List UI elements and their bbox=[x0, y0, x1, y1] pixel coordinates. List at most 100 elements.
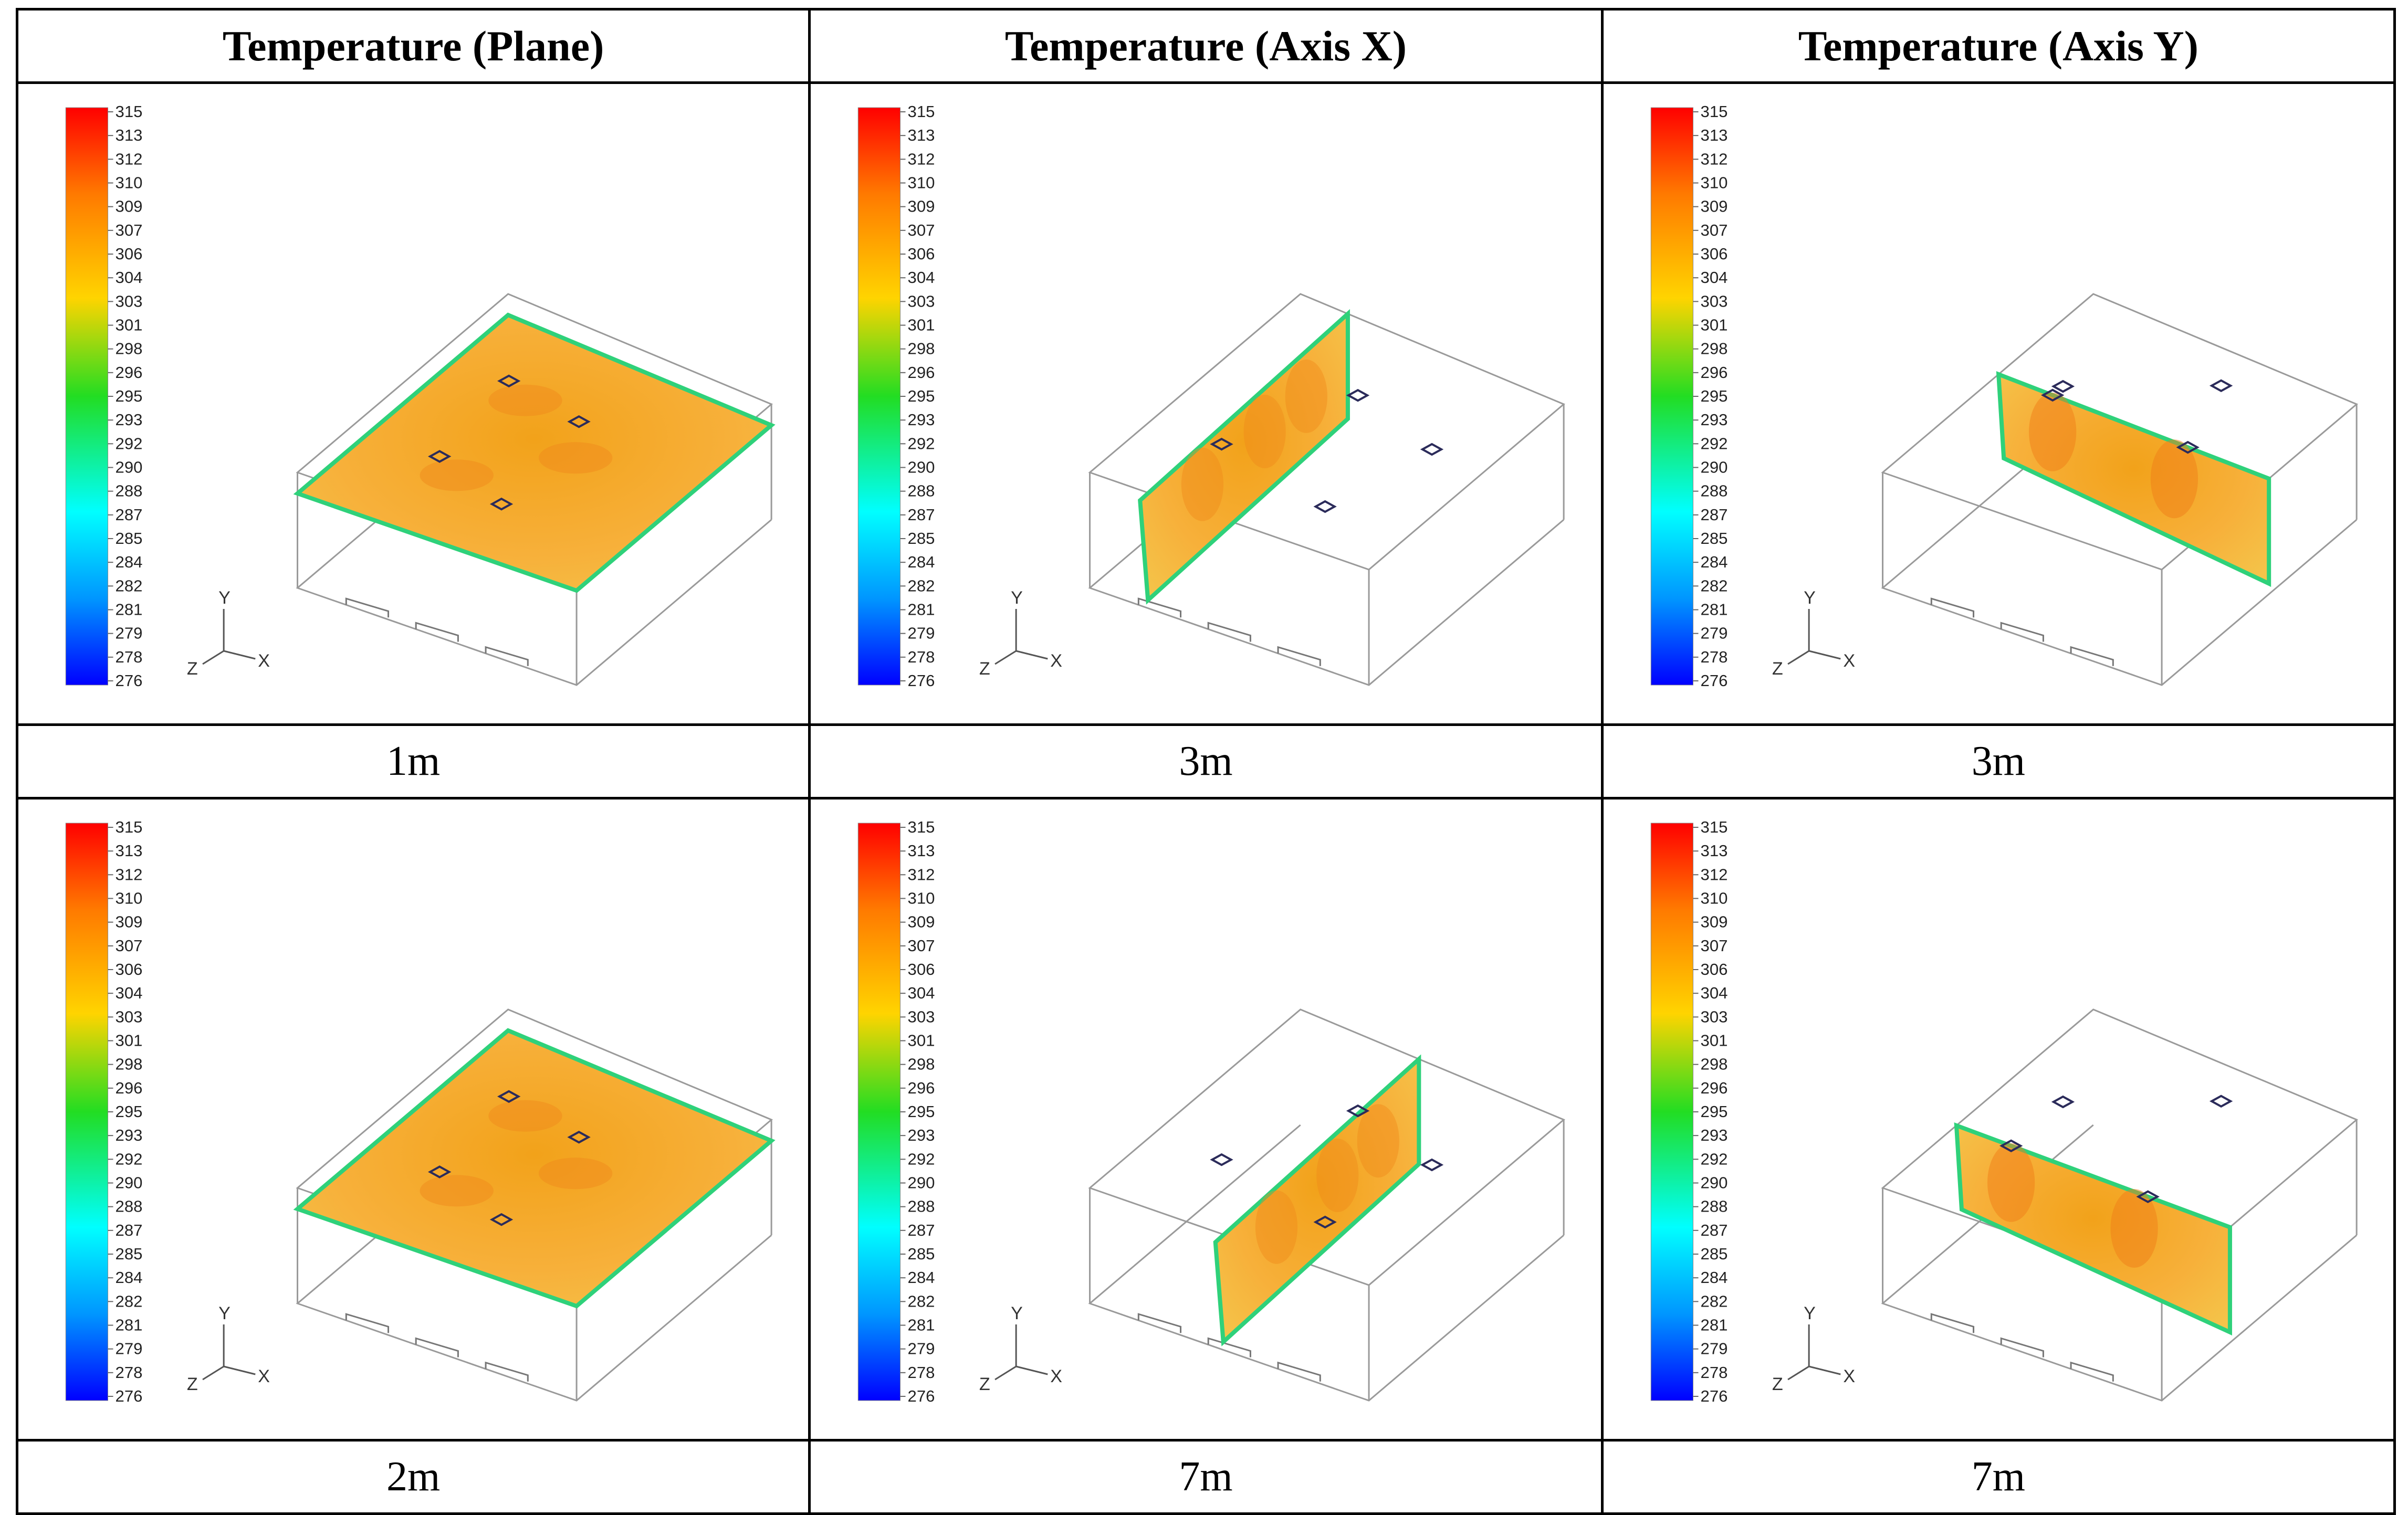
ceiling-vent bbox=[1210, 1153, 1234, 1166]
colorbar-tick-label: 295 bbox=[1700, 1102, 1728, 1121]
colorbar-tick-label: 312 bbox=[116, 150, 143, 168]
colorbar-tick-label: 276 bbox=[1700, 671, 1728, 690]
colorbar-tick-label: 312 bbox=[908, 150, 935, 168]
z-axis-label: Z bbox=[979, 1374, 990, 1394]
colorbar-tick-label: 309 bbox=[116, 197, 143, 216]
column-header-axis-y: Temperature (Axis Y) bbox=[1798, 22, 2198, 70]
colorbar-tick-label: 290 bbox=[1700, 458, 1728, 477]
colorbar-tick-label: 307 bbox=[1700, 937, 1728, 955]
caption-cell: 3m bbox=[808, 723, 1604, 799]
colorbar-tick-label: 298 bbox=[908, 340, 935, 358]
colorbar-tick-label: 295 bbox=[908, 1102, 935, 1121]
temperature-colorbar bbox=[65, 823, 108, 1401]
hot-spot bbox=[538, 442, 613, 474]
hot-spot bbox=[488, 1100, 562, 1132]
temperature-plot-plane-2m: 315 313 312 310 309 307 306 304 303 301 298 296 295 2… bbox=[65, 818, 776, 1405]
ceiling-vent bbox=[489, 1213, 514, 1226]
colorbar-tick-label: 288 bbox=[908, 1197, 935, 1216]
ceiling-vent bbox=[1420, 1158, 1444, 1172]
colorbar-tick-label: 301 bbox=[908, 316, 935, 334]
header-cell: Temperature (Plane) bbox=[15, 8, 811, 84]
colorbar-tick-label: 307 bbox=[908, 221, 935, 239]
colorbar-tick-label: 281 bbox=[1700, 601, 1728, 619]
caption-cell: 2m bbox=[15, 1439, 811, 1515]
room-wireframe bbox=[1881, 293, 2358, 686]
axis-x-temperature-slice bbox=[1138, 309, 1350, 605]
temperature-plot-axis-x-7m: 315 313 312 310 309 307 306 304 303 301 298 296 295 2… bbox=[858, 818, 1566, 1405]
colorbar-tick-label: 284 bbox=[908, 553, 935, 571]
colorbar-tick-label: 310 bbox=[116, 889, 143, 908]
caption-axis-x-distance: 7m bbox=[1179, 1454, 1233, 1500]
column-header-axis-x: Temperature (Axis X) bbox=[1004, 22, 1407, 70]
ceiling-vent bbox=[2040, 388, 2065, 402]
ceiling-vent bbox=[1346, 1104, 1370, 1118]
floor-inlet bbox=[415, 622, 459, 642]
colorbar-tick-label: 296 bbox=[1700, 1079, 1728, 1097]
ceiling-vent bbox=[497, 374, 521, 388]
x-axis-label: X bbox=[1843, 651, 1855, 671]
x-axis-label: X bbox=[1051, 1366, 1063, 1386]
hot-spot bbox=[2150, 439, 2198, 519]
caption-cell: 7m bbox=[808, 1439, 1604, 1515]
colorbar-tick-label: 295 bbox=[116, 1102, 143, 1121]
hot-spot bbox=[538, 1158, 613, 1190]
z-axis-arrow bbox=[202, 650, 224, 665]
colorbar-tick-label: 293 bbox=[116, 411, 143, 429]
colorbar-tick-label: 303 bbox=[1700, 1007, 1728, 1026]
image-row-1: 315 313 312 310 309 307 306 304 303 301 298 296 295 2… bbox=[15, 81, 2396, 726]
colorbar-tick-label: 298 bbox=[116, 340, 143, 358]
colorbar-tick-label: 298 bbox=[908, 1055, 935, 1074]
colorbar-tick-label: 309 bbox=[908, 197, 935, 216]
colorbar-tick-label: 288 bbox=[1700, 482, 1728, 500]
colorbar-tick-label: 288 bbox=[1700, 1197, 1728, 1216]
caption-axis-x-distance: 3m bbox=[1179, 738, 1233, 784]
colorbar-tick-label: 285 bbox=[116, 529, 143, 548]
hot-spot bbox=[1987, 1143, 2035, 1222]
colorbar-tick-label: 281 bbox=[1700, 1316, 1728, 1334]
colorbar-tick-label: 279 bbox=[116, 624, 143, 643]
colorbar-tick-label: 298 bbox=[1700, 1055, 1728, 1074]
x-axis-label: X bbox=[1843, 1366, 1855, 1386]
z-axis-label: Z bbox=[187, 659, 198, 679]
colorbar-tick-label: 292 bbox=[908, 434, 935, 453]
ceiling-vent bbox=[567, 415, 591, 428]
z-axis-label: Z bbox=[187, 1374, 198, 1394]
colorbar-tick-label: 309 bbox=[908, 913, 935, 931]
colorbar-tick-label: 279 bbox=[1700, 1340, 1728, 1358]
temperature-plot-axis-y-7m: 315 313 312 310 309 307 306 304 303 301 298 296 295 2… bbox=[1650, 818, 2358, 1405]
colorbar-tick-label: 301 bbox=[908, 1032, 935, 1050]
x-axis-arrow bbox=[1016, 1365, 1048, 1375]
colorbar-tick-label: 306 bbox=[908, 960, 935, 979]
caption-axis-y-distance: 3m bbox=[1971, 738, 2025, 784]
colorbar-tick-label: 313 bbox=[1700, 126, 1728, 144]
colorbar-tick-label: 312 bbox=[116, 865, 143, 883]
floor-inlet bbox=[2070, 1361, 2114, 1382]
colorbar-tick-label: 287 bbox=[1700, 1221, 1728, 1239]
header-row: Temperature (Plane) Temperature (Axis X)… bbox=[15, 8, 2396, 84]
z-axis-arrow bbox=[994, 1365, 1017, 1381]
ceiling-vent bbox=[428, 1165, 452, 1179]
colorbar-tick-label: 287 bbox=[116, 506, 143, 524]
x-axis-arrow bbox=[1808, 1365, 1841, 1375]
colorbar-tick-label: 282 bbox=[908, 576, 935, 595]
caption-cell: 3m bbox=[1600, 723, 2396, 799]
figure-table: Temperature (Plane) Temperature (Axis X)… bbox=[15, 8, 2396, 1515]
colorbar-tick-label: 312 bbox=[908, 865, 935, 883]
ceiling-vent bbox=[2051, 380, 2075, 393]
colorbar-tick-label: 293 bbox=[116, 1126, 143, 1144]
y-axis-label: Y bbox=[218, 1303, 231, 1323]
hot-spot bbox=[1285, 359, 1328, 433]
colorbar-tick-label: 288 bbox=[116, 1197, 143, 1216]
temperature-colorbar bbox=[1650, 107, 1693, 686]
colorbar-tick-label: 284 bbox=[116, 553, 143, 571]
y-axis-label: Y bbox=[1011, 588, 1023, 608]
colorbar-tick-label: 278 bbox=[1700, 1363, 1728, 1382]
ceiling-vent bbox=[1313, 1215, 1337, 1229]
y-axis-label: Y bbox=[218, 588, 231, 608]
floor-inlet bbox=[1930, 1313, 1974, 1333]
floor-inlet bbox=[345, 597, 390, 618]
z-axis-label: Z bbox=[1772, 659, 1783, 679]
colorbar-tick-label: 276 bbox=[116, 671, 143, 690]
colorbar-tick-label: 307 bbox=[116, 221, 143, 239]
panel-cell: 315 313 312 310 309 307 306 304 303 301 298 296 295 2… bbox=[808, 81, 1604, 726]
